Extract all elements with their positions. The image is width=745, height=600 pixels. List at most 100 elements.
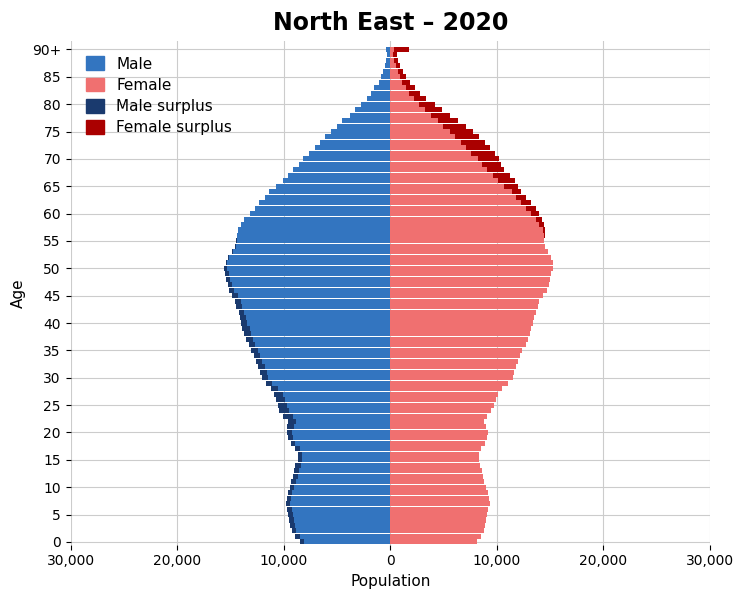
Bar [390, 506, 488, 512]
Bar [390, 194, 516, 200]
Bar [258, 364, 264, 370]
Bar [531, 211, 539, 216]
Bar [237, 233, 390, 238]
Bar [239, 310, 244, 314]
Bar [296, 534, 299, 539]
Bar [242, 304, 390, 309]
X-axis label: Population: Population [350, 574, 431, 589]
Bar [287, 424, 294, 430]
Bar [291, 441, 296, 446]
Bar [302, 457, 390, 463]
Bar [390, 118, 438, 123]
Bar [264, 194, 390, 200]
Bar [390, 523, 485, 528]
Bar [249, 343, 255, 347]
Bar [235, 304, 242, 309]
Bar [390, 468, 482, 473]
Bar [539, 222, 544, 227]
Bar [264, 364, 390, 370]
Bar [390, 359, 518, 364]
Bar [291, 479, 297, 484]
Bar [390, 463, 480, 468]
Bar [460, 140, 485, 145]
Bar [337, 124, 390, 128]
Bar [390, 496, 489, 500]
Bar [235, 244, 390, 249]
Bar [542, 227, 545, 233]
Bar [288, 173, 390, 178]
Bar [390, 69, 398, 74]
Bar [237, 238, 390, 244]
Bar [241, 299, 390, 304]
Bar [393, 52, 396, 58]
Bar [299, 446, 390, 451]
Bar [390, 64, 396, 68]
Bar [244, 217, 390, 221]
Bar [250, 348, 258, 353]
Bar [390, 441, 485, 446]
Bar [294, 517, 390, 523]
Bar [390, 200, 522, 205]
Bar [299, 162, 390, 167]
Bar [232, 282, 390, 287]
Bar [294, 473, 297, 479]
Bar [250, 211, 390, 216]
Bar [279, 403, 287, 407]
Bar [287, 430, 292, 435]
Bar [235, 238, 237, 244]
Bar [390, 167, 487, 172]
Bar [297, 457, 302, 463]
Bar [289, 408, 390, 413]
Bar [390, 222, 539, 227]
Bar [229, 255, 390, 260]
Bar [516, 194, 525, 200]
Bar [349, 113, 390, 118]
Bar [267, 375, 390, 380]
Bar [390, 85, 406, 90]
Bar [272, 380, 390, 386]
Bar [390, 430, 488, 435]
Bar [390, 424, 486, 430]
Bar [390, 370, 514, 375]
Bar [390, 392, 498, 397]
Bar [282, 392, 390, 397]
Bar [304, 539, 390, 544]
Bar [294, 413, 390, 419]
Bar [259, 200, 390, 205]
Bar [390, 113, 431, 118]
Bar [390, 512, 487, 517]
Bar [390, 473, 483, 479]
Bar [390, 529, 484, 533]
Bar [227, 266, 390, 271]
Bar [390, 315, 534, 320]
Bar [296, 441, 390, 446]
Bar [240, 315, 247, 320]
Bar [296, 523, 390, 528]
Bar [390, 157, 478, 161]
Bar [390, 364, 516, 370]
Bar [229, 287, 234, 293]
Bar [255, 206, 390, 211]
Bar [224, 266, 227, 271]
Bar [390, 250, 548, 254]
Bar [525, 206, 536, 211]
Bar [390, 96, 413, 101]
Bar [271, 386, 279, 391]
Bar [471, 151, 495, 156]
Bar [390, 140, 460, 145]
Bar [438, 118, 458, 123]
Bar [244, 331, 250, 337]
Bar [287, 496, 291, 500]
Bar [390, 348, 522, 353]
Bar [390, 419, 484, 424]
Bar [390, 320, 533, 326]
Bar [274, 392, 282, 397]
Bar [269, 189, 390, 194]
Bar [390, 501, 490, 506]
Bar [232, 293, 238, 298]
Bar [390, 124, 443, 128]
Bar [390, 266, 554, 271]
Bar [256, 359, 262, 364]
Bar [247, 315, 390, 320]
Bar [390, 331, 530, 337]
